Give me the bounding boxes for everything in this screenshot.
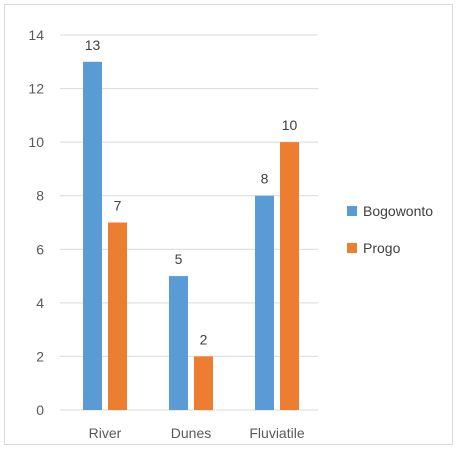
- legend-swatch-bogowonto: [347, 206, 357, 216]
- y-tick-label: 2: [36, 348, 44, 364]
- bar-bogowonto-dunes: [169, 276, 188, 410]
- data-label: 7: [114, 198, 122, 214]
- y-tick-label: 6: [36, 241, 44, 257]
- data-label: 13: [85, 37, 101, 53]
- y-tick-label: 4: [36, 295, 44, 311]
- legend-label-bogowonto: Bogowonto: [363, 203, 433, 219]
- data-label: 2: [200, 331, 208, 347]
- category-label-fluviatile: Fluviatile: [249, 425, 304, 441]
- data-label: 8: [261, 171, 269, 187]
- data-label: 10: [282, 117, 298, 133]
- y-tick-label: 8: [36, 188, 44, 204]
- y-tick-label: 10: [28, 134, 44, 150]
- legend-label-progo: Progo: [363, 240, 401, 256]
- bar-progo-fluviatile: [280, 142, 299, 410]
- bar-bogowonto-fluviatile: [255, 195, 274, 410]
- legend-swatch-progo: [347, 243, 357, 253]
- y-tick-label: 0: [36, 402, 44, 418]
- y-tick-label: 14: [28, 27, 44, 43]
- y-tick-label: 12: [28, 81, 44, 97]
- category-label-dunes: Dunes: [171, 425, 211, 441]
- bar-bogowonto-river: [83, 61, 102, 411]
- chart-frame: [4, 4, 453, 445]
- data-label: 5: [175, 251, 183, 267]
- category-label-river: River: [89, 425, 122, 441]
- bar-progo-river: [108, 222, 127, 410]
- bar-progo-dunes: [194, 356, 213, 410]
